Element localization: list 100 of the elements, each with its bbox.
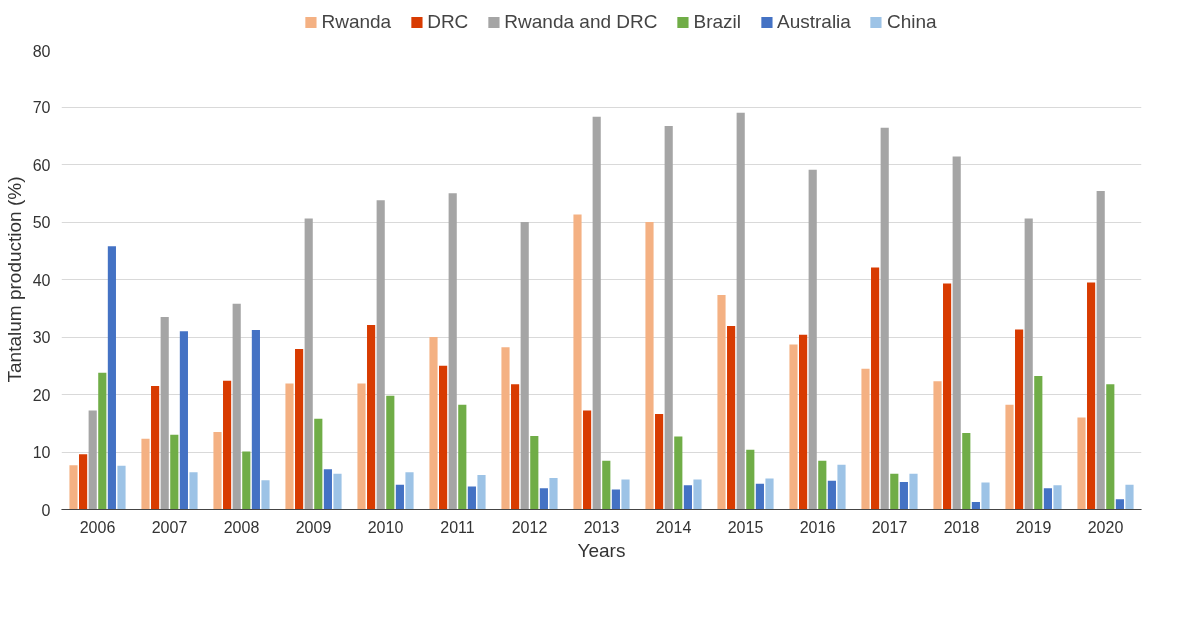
x-tick-label: 2011 [440, 518, 475, 536]
x-tick-label: 2019 [1015, 518, 1052, 536]
bar [467, 486, 476, 510]
bar [880, 127, 889, 510]
bar [664, 125, 673, 510]
bar [323, 469, 332, 510]
bar [448, 193, 457, 510]
x-tick-label: 2008 [223, 518, 260, 536]
bar [1125, 484, 1134, 510]
bar [755, 483, 764, 510]
legend-label: Brazil [693, 11, 741, 33]
y-tick-label: 10 [32, 444, 51, 461]
bar [539, 488, 548, 510]
bar [808, 169, 817, 510]
x-tick-label: 2015 [727, 518, 764, 536]
bar [592, 116, 601, 510]
bar [333, 473, 342, 510]
bar [405, 472, 414, 510]
bar [79, 454, 88, 510]
bar [520, 222, 529, 510]
bar [1053, 485, 1062, 510]
bar [439, 365, 448, 510]
legend-label: Rwanda [321, 11, 392, 33]
bar [1024, 218, 1033, 510]
bar [971, 502, 980, 510]
bar [160, 316, 169, 510]
bar [655, 414, 664, 510]
bar [242, 451, 251, 510]
bar [962, 433, 971, 510]
bar [1106, 384, 1115, 510]
bar [141, 438, 150, 510]
bar [367, 324, 376, 510]
bar [943, 283, 952, 510]
x-tick-label: 2020 [1087, 518, 1124, 536]
bar [477, 475, 486, 510]
bar [1115, 499, 1124, 510]
bar [376, 200, 385, 510]
y-tick-label: 70 [32, 99, 51, 116]
y-tick-label: 30 [32, 329, 51, 346]
bar [304, 218, 313, 510]
bar [232, 303, 241, 510]
bar [88, 410, 97, 510]
bar [871, 267, 880, 510]
bar [674, 436, 683, 510]
bar [899, 481, 908, 510]
x-tick-label: 2017 [871, 518, 908, 536]
bar [611, 489, 620, 510]
bar [981, 482, 990, 510]
bar [261, 480, 270, 510]
x-tick-label: 2018 [943, 518, 980, 536]
bar [117, 465, 126, 510]
bar [511, 384, 520, 510]
bar [386, 395, 395, 510]
bar [746, 449, 755, 510]
bar [909, 473, 918, 510]
legend-label: Australia [776, 11, 851, 33]
legend-label: China [886, 11, 937, 33]
bar [683, 485, 692, 510]
bar [890, 473, 899, 510]
bar [1087, 282, 1096, 510]
bar [765, 478, 774, 510]
bar [799, 334, 808, 510]
x-tick-label: 2010 [367, 518, 404, 536]
bar [1015, 329, 1024, 510]
x-tick-label: 2006 [79, 518, 116, 536]
x-tick-label: 2013 [583, 518, 620, 536]
bar [1096, 190, 1105, 510]
bar [1005, 404, 1014, 510]
bar [693, 479, 702, 510]
bar [251, 330, 260, 510]
y-tick-label: 0 [41, 501, 51, 519]
x-tick-label: 2014 [655, 518, 692, 536]
bar [1043, 488, 1052, 510]
bar [583, 410, 592, 510]
bar [429, 337, 438, 510]
bar [717, 295, 726, 510]
bar [98, 372, 107, 510]
bar [1034, 376, 1043, 510]
bar [952, 156, 961, 510]
bar [179, 331, 188, 510]
y-tick-label: 60 [32, 156, 51, 174]
x-tick-label: 2009 [295, 518, 332, 536]
y-tick-label: 80 [32, 42, 51, 60]
bar [827, 480, 836, 510]
x-tick-label: 2012 [511, 518, 548, 536]
bar [357, 383, 366, 510]
bar [69, 465, 78, 510]
x-tick-label: 2007 [151, 518, 188, 536]
bar [573, 214, 582, 510]
legend-label: DRC [427, 11, 469, 33]
bar [645, 222, 654, 510]
x-tick-label: 2016 [799, 518, 836, 536]
y-tick-label: 50 [32, 214, 51, 231]
y-tick-label: 20 [32, 386, 51, 404]
bar [933, 381, 942, 510]
bar [395, 484, 404, 510]
bar [189, 472, 198, 510]
bar [501, 347, 510, 510]
bar [727, 326, 736, 510]
bar [602, 460, 611, 510]
